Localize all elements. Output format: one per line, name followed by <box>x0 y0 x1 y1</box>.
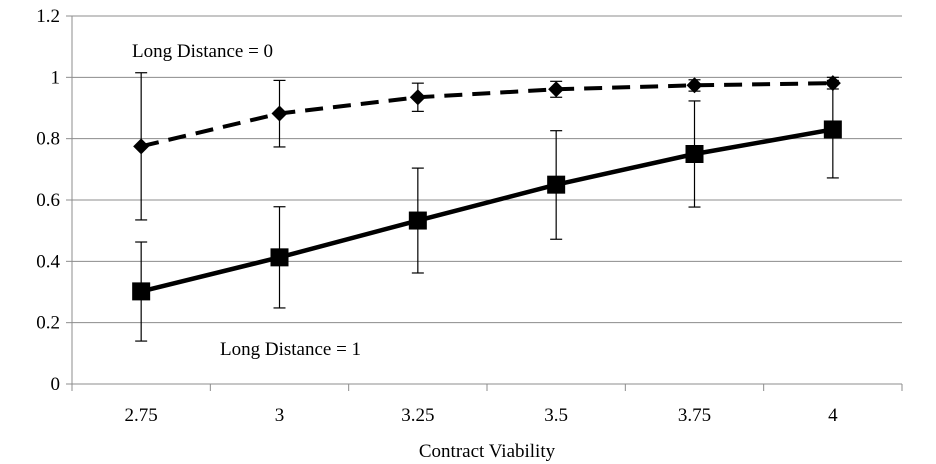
y-tick-label-3: 0.6 <box>36 190 60 211</box>
series-layer <box>132 72 842 342</box>
x-tick-label-0: 2.75 <box>125 405 158 426</box>
annotation-long-distance-0: Long Distance = 0 <box>132 41 273 62</box>
data-point-s1-0 <box>132 282 151 301</box>
y-tick-label-5: 1 <box>51 67 61 88</box>
data-point-s0-1 <box>271 105 288 122</box>
annotation-long-distance-1: Long Distance = 1 <box>220 339 361 360</box>
x-tick-label-4: 3.75 <box>678 405 711 426</box>
data-point-s1-5 <box>823 120 842 139</box>
y-tick-label-1: 0.2 <box>36 313 60 334</box>
data-point-s0-0 <box>133 138 150 155</box>
y-tick-label-4: 0.8 <box>36 129 60 150</box>
data-point-s1-3 <box>547 175 566 194</box>
y-tick-label-2: 0.4 <box>36 251 60 272</box>
x-tick-label-5: 4 <box>828 405 838 426</box>
series-1 <box>132 79 842 342</box>
data-point-s1-1 <box>270 248 289 267</box>
data-point-s0-3 <box>548 81 565 98</box>
data-point-s0-4 <box>686 77 703 94</box>
data-point-s1-2 <box>408 211 427 230</box>
data-point-s1-4 <box>685 145 704 163</box>
x-tick-label-2: 3.25 <box>401 405 434 426</box>
x-axis-ticks: 2.75 3 3.25 3.5 3.75 4 <box>71 384 903 426</box>
y-tick-label-0: 0 <box>51 374 61 395</box>
series-line-1 <box>140 127 834 294</box>
x-axis-label: Contract Viability <box>419 441 556 462</box>
series-line-0 <box>140 81 833 149</box>
y-tick-label-6: 1.2 <box>36 6 60 27</box>
y-axis-ticks: 0 0.2 0.4 0.6 0.8 1 1.2 <box>36 6 72 395</box>
x-tick-label-3: 3.5 <box>544 405 568 426</box>
data-point-s0-2 <box>409 89 426 106</box>
x-tick-label-1: 3 <box>275 405 285 426</box>
gridlines <box>72 15 902 324</box>
